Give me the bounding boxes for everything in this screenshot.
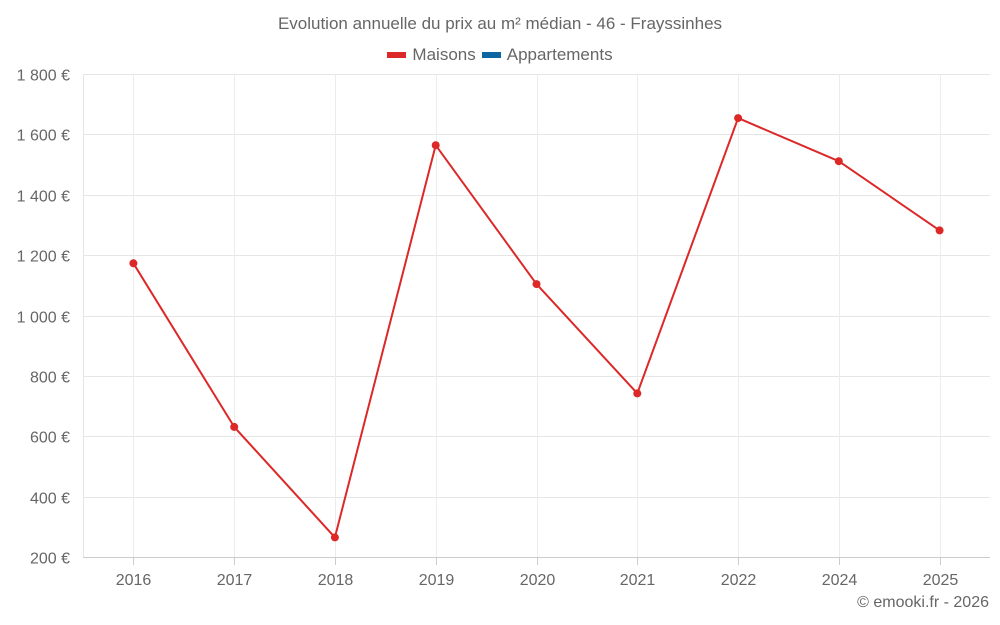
y-tick-label: 1 000 € bbox=[17, 310, 70, 327]
data-point[interactable] bbox=[532, 280, 541, 289]
y-tick-label: 600 € bbox=[30, 430, 70, 447]
data-point[interactable] bbox=[230, 422, 239, 431]
x-tick-label: 2017 bbox=[217, 572, 253, 589]
data-point[interactable] bbox=[935, 226, 944, 235]
series-line bbox=[132, 117, 941, 539]
legend-swatch-maisons bbox=[387, 52, 407, 58]
legend-label-maisons: Maisons bbox=[412, 45, 476, 64]
x-tick-label: 2021 bbox=[620, 572, 656, 589]
data-point[interactable] bbox=[431, 141, 440, 150]
legend: Maisons Appartements bbox=[0, 45, 1000, 65]
y-tick-label: 1 200 € bbox=[17, 249, 70, 266]
series-maisons bbox=[129, 114, 944, 542]
x-tick-label: 2019 bbox=[419, 572, 455, 589]
gridlines bbox=[83, 74, 990, 557]
x-tick-label: 2025 bbox=[923, 572, 959, 589]
data-point[interactable] bbox=[633, 389, 642, 398]
y-tick-label: 400 € bbox=[30, 491, 70, 508]
y-axis: 200 € 400 € 600 € 800 € 1 000 € 1 200 € 1 400 … bbox=[17, 68, 70, 568]
chart-title: Evolution annuelle du prix au m² médian … bbox=[277, 14, 723, 33]
y-tick-label: 1 600 € bbox=[17, 128, 70, 145]
y-tick-label: 200 € bbox=[30, 551, 70, 568]
x-tick-label: 2024 bbox=[822, 572, 858, 589]
credits-link[interactable]: © emooki.fr - 2026 bbox=[857, 594, 989, 611]
legend-label-appartements: Appartements bbox=[506, 45, 613, 64]
x-tick-label: 2018 bbox=[318, 572, 354, 589]
y-tick-label: 1 400 € bbox=[17, 189, 70, 206]
y-tick-label: 800 € bbox=[30, 370, 70, 387]
x-tick-label: 2016 bbox=[116, 572, 152, 589]
data-point[interactable] bbox=[330, 533, 339, 542]
x-tick-label: 2020 bbox=[520, 572, 556, 589]
legend-swatch-appartements bbox=[481, 52, 501, 58]
data-point[interactable] bbox=[834, 157, 843, 166]
legend-item-maisons[interactable]: Maisons bbox=[387, 45, 476, 65]
x-tick-label: 2022 bbox=[721, 572, 757, 589]
x-axis: 2016 2017 2018 2019 2020 2021 2022 2024 2025 bbox=[83, 557, 990, 589]
y-tick-label: 1 800 € bbox=[17, 68, 70, 85]
legend-item-appartements[interactable]: Appartements bbox=[481, 45, 613, 65]
data-point[interactable] bbox=[734, 114, 743, 123]
data-point[interactable] bbox=[129, 259, 138, 268]
